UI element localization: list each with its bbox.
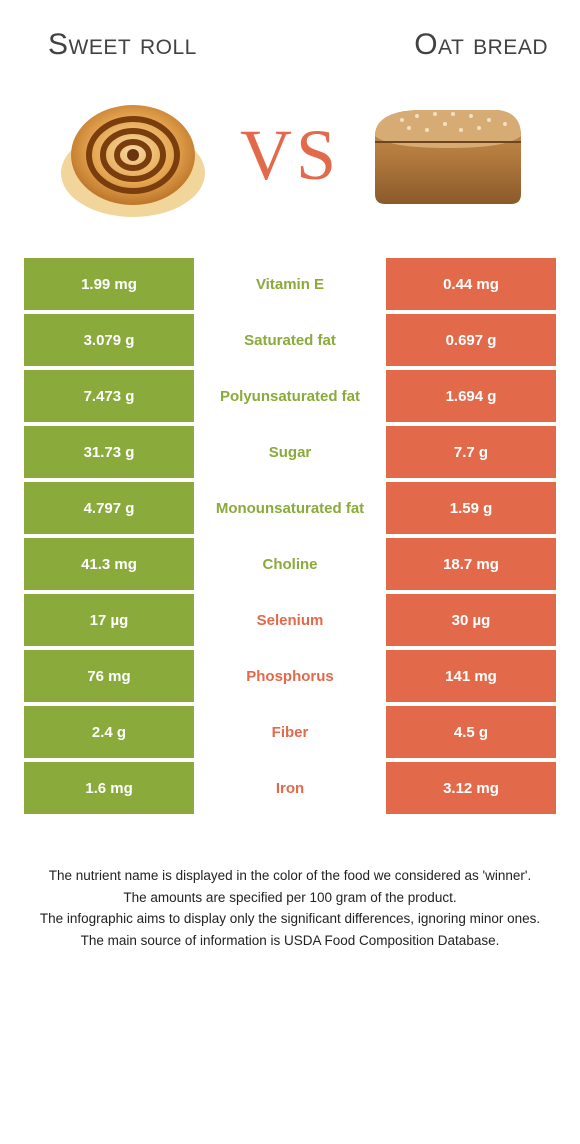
header: Sweet roll Oat bread: [24, 28, 556, 80]
right-value-cell: 18.7 mg: [386, 538, 556, 594]
left-value-cell: 3.079 g: [24, 314, 194, 370]
nutrient-name-cell: Monounsaturated fat: [194, 482, 386, 538]
nutrient-name-cell: Selenium: [194, 594, 386, 650]
nutrient-name-cell: Phosphorus: [194, 650, 386, 706]
nutrient-name-cell: Sugar: [194, 426, 386, 482]
nutrient-name-cell: Vitamin E: [194, 258, 386, 314]
left-value-cell: 1.6 mg: [24, 762, 194, 818]
footnote-line: The nutrient name is displayed in the co…: [28, 866, 552, 886]
footnote-line: The amounts are specified per 100 gram o…: [28, 888, 552, 908]
left-value-cell: 31.73 g: [24, 426, 194, 482]
right-value-cell: 1.694 g: [386, 370, 556, 426]
table-row: 3.079 gSaturated fat0.697 g: [24, 314, 556, 370]
table-row: 41.3 mgCholine18.7 mg: [24, 538, 556, 594]
table-row: 1.99 mgVitamin E0.44 mg: [24, 258, 556, 314]
left-value-cell: 4.797 g: [24, 482, 194, 538]
right-value-cell: 4.5 g: [386, 706, 556, 762]
footnote-line: The main source of information is USDA F…: [28, 931, 552, 951]
nutrient-name-cell: Saturated fat: [194, 314, 386, 370]
table-row: 7.473 gPolyunsaturated fat1.694 g: [24, 370, 556, 426]
sweet-roll-icon: [38, 80, 228, 230]
left-value-cell: 2.4 g: [24, 706, 194, 762]
oat-bread-icon: [352, 80, 542, 230]
right-value-cell: 30 µg: [386, 594, 556, 650]
right-value-cell: 141 mg: [386, 650, 556, 706]
right-value-cell: 3.12 mg: [386, 762, 556, 818]
right-value-cell: 0.44 mg: [386, 258, 556, 314]
table-row: 1.6 mgIron3.12 mg: [24, 762, 556, 818]
left-food-title: Sweet roll: [48, 28, 197, 62]
comparison-page: Sweet roll Oat bread VS: [0, 0, 580, 1144]
right-food-title: Oat bread: [414, 28, 548, 62]
footnote-line: The infographic aims to display only the…: [28, 909, 552, 929]
hero-row: VS: [24, 80, 556, 258]
left-value-cell: 17 µg: [24, 594, 194, 650]
left-value-cell: 7.473 g: [24, 370, 194, 426]
right-value-cell: 0.697 g: [386, 314, 556, 370]
left-value-cell: 76 mg: [24, 650, 194, 706]
table-row: 76 mgPhosphorus141 mg: [24, 650, 556, 706]
nutrient-name-cell: Polyunsaturated fat: [194, 370, 386, 426]
table-row: 17 µgSelenium30 µg: [24, 594, 556, 650]
right-value-cell: 7.7 g: [386, 426, 556, 482]
table-row: 2.4 gFiber4.5 g: [24, 706, 556, 762]
nutrient-table: 1.99 mgVitamin E0.44 mg3.079 gSaturated …: [24, 258, 556, 818]
right-value-cell: 1.59 g: [386, 482, 556, 538]
nutrient-name-cell: Iron: [194, 762, 386, 818]
nutrient-name-cell: Choline: [194, 538, 386, 594]
vs-label: VS: [240, 114, 340, 197]
left-value-cell: 1.99 mg: [24, 258, 194, 314]
table-row: 4.797 gMonounsaturated fat1.59 g: [24, 482, 556, 538]
left-value-cell: 41.3 mg: [24, 538, 194, 594]
nutrient-name-cell: Fiber: [194, 706, 386, 762]
footnotes: The nutrient name is displayed in the co…: [24, 818, 556, 950]
table-row: 31.73 gSugar7.7 g: [24, 426, 556, 482]
